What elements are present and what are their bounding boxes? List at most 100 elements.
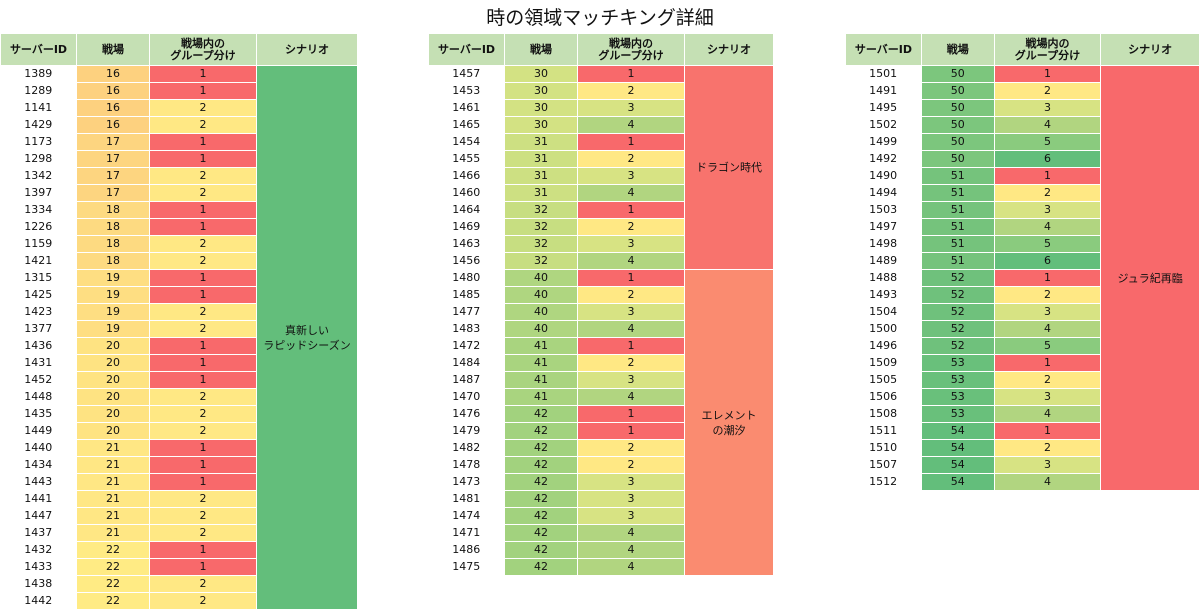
table-row: 1482 42 2	[428, 439, 774, 457]
server-id-cell: 1483	[428, 320, 505, 338]
server-id-cell: 1469	[428, 218, 505, 236]
server-id-cell: 1479	[428, 422, 505, 440]
battlefield-cell: 51	[920, 167, 995, 185]
group-cell: 2	[577, 150, 685, 168]
table-row: 1507 54 3	[845, 456, 1200, 474]
table-row: 1377 19 2	[0, 320, 358, 338]
group-cell: 1	[993, 167, 1102, 185]
server-id-cell: 1431	[0, 354, 77, 372]
server-id-cell: 1436	[0, 337, 77, 355]
server-id-cell: 1421	[0, 252, 77, 270]
battlefield-cell: 16	[76, 82, 150, 100]
group-cell: 1	[993, 354, 1102, 372]
table-row: 1315 19 1	[0, 269, 358, 287]
server-id-cell: 1490	[845, 167, 922, 185]
table-row: 1493 52 2	[845, 286, 1200, 304]
server-id-cell: 1502	[845, 116, 922, 134]
server-id-cell: 1465	[428, 116, 505, 134]
table-row: 1488 52 1	[845, 269, 1200, 287]
group-cell: 2	[993, 82, 1102, 100]
battlefield-cell: 16	[76, 116, 150, 134]
battlefield-cell: 40	[504, 320, 578, 338]
table-row: 1435 20 2	[0, 405, 358, 423]
battlefield-cell: 51	[920, 184, 995, 202]
server-id-cell: 1511	[845, 422, 922, 440]
group-cell: 2	[993, 184, 1102, 202]
table-row: 1452 20 1	[0, 371, 358, 389]
battlefield-cell: 21	[76, 473, 150, 491]
table-row: 1454 31 1	[428, 133, 774, 151]
server-id-cell: 1334	[0, 201, 77, 219]
group-cell: 1	[149, 150, 257, 168]
header-group-line2: グループ分け	[598, 48, 664, 62]
group-cell: 2	[993, 286, 1102, 304]
battlefield-cell: 20	[76, 405, 150, 423]
group-cell: 4	[577, 524, 685, 542]
battlefield-cell: 31	[504, 184, 578, 202]
table-row: 1289 16 1	[0, 82, 358, 100]
group-cell: 4	[993, 320, 1102, 338]
server-id-cell: 1423	[0, 303, 77, 321]
header-scenario: シナリオ	[256, 33, 358, 66]
battlefield-cell: 20	[76, 388, 150, 406]
group-cell: 1	[149, 473, 257, 491]
server-id-cell: 1159	[0, 235, 77, 253]
server-id-cell: 1478	[428, 456, 505, 474]
scenario-label: ジュラ紀再臨	[1117, 271, 1183, 285]
table-row: 1476 42 1	[428, 405, 774, 423]
table-row: 1485 40 2	[428, 286, 774, 304]
server-id-cell: 1443	[0, 473, 77, 491]
table-row: 1226 18 1	[0, 218, 358, 236]
group-cell: 4	[993, 473, 1102, 491]
table-row: 1469 32 2	[428, 218, 774, 236]
server-id-cell: 1377	[0, 320, 77, 338]
group-cell: 5	[993, 133, 1102, 151]
battlefield-cell: 31	[504, 150, 578, 168]
server-id-cell: 1456	[428, 252, 505, 270]
battlefield-cell: 53	[920, 405, 995, 423]
header-server-id: サーバーID	[845, 33, 922, 66]
server-id-cell: 1512	[845, 473, 922, 491]
scenario-label: ラピッドシーズン	[263, 338, 351, 352]
group-cell: 4	[993, 116, 1102, 134]
table-body: 1501 50 1 ジュラ紀再臨 1491 50 2 1495 50 3 1502 50 4 1499 50…	[845, 65, 1200, 491]
server-id-cell: 1499	[845, 133, 922, 151]
group-cell: 2	[993, 439, 1102, 457]
server-id-cell: 1173	[0, 133, 77, 151]
table-row: 1483 40 4	[428, 320, 774, 338]
battlefield-cell: 54	[920, 439, 995, 457]
server-id-cell: 1457	[428, 65, 505, 83]
table-row: 1456 32 4	[428, 252, 774, 270]
battlefield-cell: 20	[76, 354, 150, 372]
table-row: 1397 17 2	[0, 184, 358, 202]
table-row: 1436 20 1	[0, 337, 358, 355]
server-id-cell: 1389	[0, 65, 77, 83]
table-row: 1495 50 3	[845, 99, 1200, 117]
group-cell: 2	[149, 507, 257, 525]
header-battlefield: 戦場	[504, 33, 578, 66]
header-battlefield: 戦場	[76, 33, 150, 66]
table-row: 1478 42 2	[428, 456, 774, 474]
battlefield-cell: 54	[920, 422, 995, 440]
server-id-cell: 1474	[428, 507, 505, 525]
battlefield-cell: 19	[76, 286, 150, 304]
group-cell: 4	[577, 558, 685, 576]
group-cell: 1	[577, 405, 685, 423]
group-cell: 2	[149, 167, 257, 185]
table-row: 1504 52 3	[845, 303, 1200, 321]
group-cell: 3	[993, 303, 1102, 321]
table-row: 1455 31 2	[428, 150, 774, 168]
group-cell: 4	[577, 388, 685, 406]
group-cell: 2	[149, 320, 257, 338]
server-id-cell: 1141	[0, 99, 77, 117]
group-cell: 5	[993, 235, 1102, 253]
battlefield-cell: 32	[504, 252, 578, 270]
battlefield-cell: 51	[920, 235, 995, 253]
group-cell: 3	[577, 167, 685, 185]
group-cell: 2	[149, 235, 257, 253]
group-cell: 2	[149, 116, 257, 134]
battlefield-cell: 50	[920, 82, 995, 100]
table-row: 1508 53 4	[845, 405, 1200, 423]
server-id-cell: 1315	[0, 269, 77, 287]
server-id-cell: 1481	[428, 490, 505, 508]
